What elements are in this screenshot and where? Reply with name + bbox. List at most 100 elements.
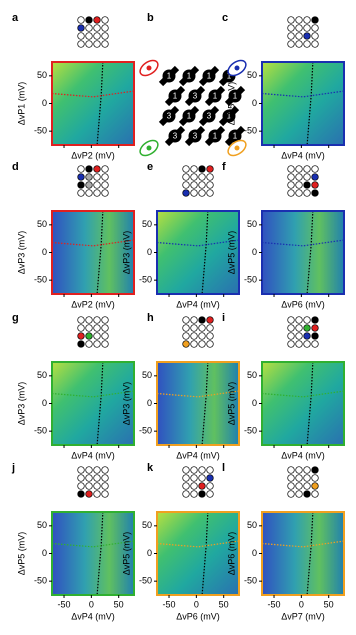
y-tick-label: 50 — [142, 370, 152, 380]
panel-label: c — [222, 12, 228, 24]
dot — [101, 165, 109, 173]
dot — [190, 324, 198, 332]
y-tick-label: 0 — [147, 548, 152, 558]
dot — [77, 482, 85, 490]
dot — [295, 173, 303, 181]
dot — [85, 316, 93, 324]
dot — [182, 482, 190, 490]
panel: c -50 0 50 ΔvP4 (mV) ΔvP5 (mV) — [222, 12, 345, 160]
dot — [287, 482, 295, 490]
dot — [85, 181, 93, 189]
dot — [206, 181, 214, 189]
dot — [190, 466, 198, 474]
dot — [93, 16, 101, 24]
site — [182, 69, 196, 83]
y-tick-label: -50 — [244, 126, 257, 136]
dot — [198, 332, 206, 340]
dot — [311, 316, 319, 324]
dot — [206, 490, 214, 498]
dot — [206, 316, 214, 324]
y-tick-label: 0 — [147, 398, 152, 408]
dot — [287, 165, 295, 173]
y-tick-label: -50 — [139, 576, 152, 586]
dot — [182, 340, 190, 348]
heatmap — [262, 512, 344, 595]
dot — [85, 165, 93, 173]
y-tick-label: -50 — [244, 576, 257, 586]
dot — [287, 324, 295, 332]
dot — [198, 165, 206, 173]
site-label: 1 — [233, 132, 238, 141]
dot — [85, 324, 93, 332]
y-axis-label: ΔvP3 (mV) — [16, 382, 26, 426]
panel-label: h — [147, 312, 154, 324]
dot — [303, 332, 311, 340]
dot — [93, 466, 101, 474]
x-tick-label: 50 — [324, 599, 334, 609]
heatmap — [52, 362, 134, 445]
dot — [295, 490, 303, 498]
dot — [206, 173, 214, 181]
x-axis-label: ΔvP4 (mV) — [281, 450, 325, 460]
dot — [101, 40, 109, 48]
dot — [287, 173, 295, 181]
dot — [287, 189, 295, 197]
dot — [85, 482, 93, 490]
dot — [287, 332, 295, 340]
dot — [295, 32, 303, 40]
dot — [311, 16, 319, 24]
dot — [85, 16, 93, 24]
heatmap — [52, 211, 134, 294]
dot — [190, 490, 198, 498]
x-axis-label: ΔvP4 (mV) — [176, 450, 220, 460]
dot — [182, 332, 190, 340]
y-tick-label: 50 — [37, 219, 47, 229]
panel: k -50 0 50 -50 0 50 ΔvP6 (mV) ΔvP5 (mV) — [121, 462, 240, 621]
dot — [77, 181, 85, 189]
dot — [77, 32, 85, 40]
dot — [182, 474, 190, 482]
dot — [190, 332, 198, 340]
dot — [77, 316, 85, 324]
y-tick-label: 0 — [42, 98, 47, 108]
dot — [198, 324, 206, 332]
panel-label: d — [12, 161, 19, 173]
dot — [206, 474, 214, 482]
dot — [295, 332, 303, 340]
panel-label: a — [12, 12, 19, 24]
dot — [77, 40, 85, 48]
dot — [101, 173, 109, 181]
dot — [93, 189, 101, 197]
x-axis-label: ΔvP7 (mV) — [281, 611, 325, 621]
y-tick-label: 0 — [252, 548, 257, 558]
dot — [295, 181, 303, 189]
y-tick-label: 0 — [42, 398, 47, 408]
dot — [182, 165, 190, 173]
dot — [311, 490, 319, 498]
site — [168, 89, 182, 103]
site — [228, 129, 242, 143]
dot — [190, 181, 198, 189]
y-tick-label: -50 — [34, 576, 47, 586]
dot — [287, 24, 295, 32]
eye-pupil — [146, 145, 152, 151]
dot — [101, 32, 109, 40]
x-tick-label: 50 — [219, 599, 229, 609]
dot — [206, 332, 214, 340]
dot — [311, 474, 319, 482]
dot — [303, 482, 311, 490]
dot — [85, 173, 93, 181]
y-tick-label: 0 — [252, 398, 257, 408]
x-tick-label: 0 — [194, 599, 199, 609]
dot — [101, 474, 109, 482]
dot — [93, 332, 101, 340]
dot — [77, 173, 85, 181]
heatmap — [157, 512, 239, 595]
panel: l -50 0 50 -50 0 50 ΔvP7 (mV) ΔvP6 (mV) — [222, 462, 345, 621]
dot — [85, 466, 93, 474]
site-label: 1 — [207, 72, 212, 81]
panel: i -50 0 50 ΔvP4 (mV) ΔvP5 (mV) — [222, 312, 345, 460]
dot — [93, 32, 101, 40]
dot — [287, 340, 295, 348]
dot — [182, 466, 190, 474]
